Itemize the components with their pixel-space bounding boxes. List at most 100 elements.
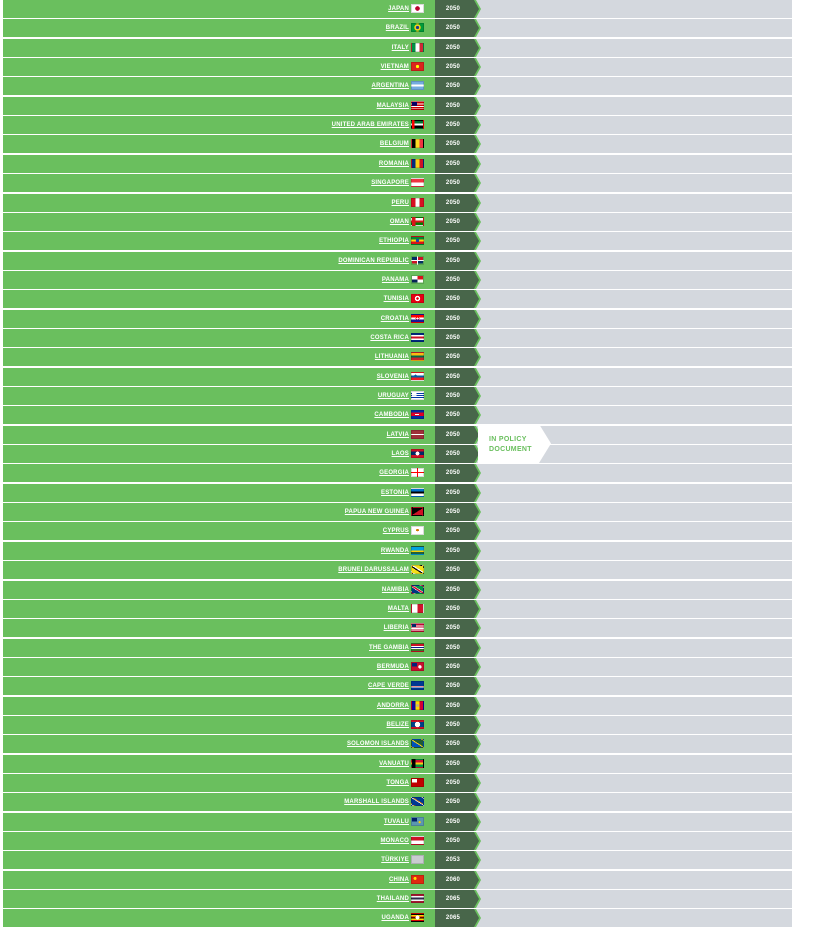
country-name-link[interactable]: SINGAPORE [371, 180, 409, 187]
country-bar: UGANDA [3, 909, 435, 928]
chevron-right-icon [471, 464, 481, 483]
marshall-islands-flag-icon [411, 797, 424, 807]
country-name-link[interactable]: NAMIBIA [381, 586, 409, 593]
country-name-link[interactable]: TUVALU [383, 818, 409, 825]
country-name-link[interactable]: TONGA [386, 780, 409, 786]
country-name-link[interactable]: CAMBODIA [374, 412, 409, 419]
country-bar: TUNISIA [3, 290, 435, 309]
country-bar: JAPAN [3, 0, 435, 18]
singapore-flag-icon [411, 178, 424, 188]
country-name-link[interactable]: PAPUA NEW GUINEA [344, 509, 409, 516]
country-name-link[interactable]: ARGENTINA [371, 83, 409, 90]
country-name-link[interactable]: THAILAND [376, 896, 409, 903]
country-name-link[interactable]: THE GAMBIA [369, 644, 409, 651]
country-row: DOMINICAN REPUBLIC 2050 [3, 251, 792, 270]
chevron-right-icon [471, 270, 481, 289]
andorra-flag-icon [411, 700, 424, 710]
country-name-link[interactable]: UNITED ARAB EMIRATES [331, 122, 409, 129]
country-bar: SINGAPORE [3, 174, 435, 193]
uganda-flag-icon [411, 913, 424, 923]
country-name-link[interactable]: ETHIOPIA [379, 238, 409, 245]
country-row: RWANDA 2050 [3, 541, 792, 560]
target-year: 2050 [435, 541, 471, 560]
country-name-link[interactable]: MALAYSIA [376, 102, 409, 109]
country-name-link[interactable]: CAPE VERDE [367, 683, 409, 690]
cape-verde-flag-icon [411, 681, 424, 691]
chevron-right-icon [471, 793, 481, 812]
country-bar: MALTA [3, 599, 435, 618]
country-name-link[interactable]: MALTA [387, 605, 409, 612]
country-name-link[interactable]: CYPRUS [382, 528, 409, 535]
country-name-link[interactable]: PERU [391, 199, 409, 206]
target-year: 2050 [435, 387, 471, 405]
country-name-link[interactable]: ANDORRA [376, 702, 409, 709]
country-row: OMAN 2050 [3, 212, 792, 231]
policy-tag-line-1: IN POLICY [489, 436, 527, 443]
country-bar: SLOVENIA [3, 367, 435, 386]
vanuatu-flag-icon [411, 758, 424, 768]
country-name-link[interactable]: CROATIA [380, 315, 409, 322]
country-name-link[interactable]: DOMINICAN REPUBLIC [338, 257, 409, 264]
country-row: GEORGIA 2050 [3, 464, 792, 483]
country-bar: CAMBODIA [3, 406, 435, 425]
tag-arrow-shape [478, 424, 551, 463]
country-name-link[interactable]: VIETNAM [380, 64, 409, 71]
country-row: ESTONIA 2050 [3, 483, 792, 502]
chevron-right-icon [471, 696, 481, 715]
country-row: TÜRKIYE 2053 [3, 851, 792, 870]
country-row: ARGENTINA 2050 [3, 77, 792, 96]
country-name-link[interactable]: COSTA RICA [370, 334, 409, 341]
country-name-link[interactable]: MONACO [380, 838, 409, 845]
country-name-link[interactable]: BRUNEI DARUSSALAM [338, 567, 409, 574]
country-bar: PERU [3, 193, 435, 212]
country-name-link[interactable]: ROMANIA [378, 160, 409, 167]
country-name-link[interactable]: URUGUAY [377, 393, 409, 399]
country-name-link[interactable]: MARSHALL ISLANDS [344, 799, 409, 806]
country-name-link[interactable]: ITALY [391, 44, 409, 51]
country-name-link[interactable]: LITHUANIA [374, 354, 409, 361]
country-row: LAOS 2050 [3, 445, 792, 464]
target-year: 2050 [435, 367, 471, 386]
country-name-link[interactable]: LAOS [391, 451, 409, 458]
country-name-link[interactable]: BELIZE [386, 721, 409, 728]
country-row: MARSHALL ISLANDS 2050 [3, 793, 792, 812]
country-row: MALTA 2050 [3, 599, 792, 618]
country-row: BRAZIL 2050 [3, 19, 792, 38]
country-name-link[interactable]: CHINA [389, 876, 409, 883]
country-name-link[interactable]: SLOVENIA [376, 373, 409, 380]
country-row: CHINA 2060 [3, 870, 792, 889]
country-name-link[interactable]: TUNISIA [383, 296, 409, 303]
target-year: 2050 [435, 116, 471, 135]
country-name-link[interactable]: LATVIA [386, 431, 409, 438]
chevron-right-icon [471, 387, 481, 405]
country-bar: RWANDA [3, 541, 435, 560]
italy-flag-icon [411, 42, 424, 52]
country-name-link[interactable]: VANUATU [379, 760, 409, 767]
chevron-right-icon [471, 232, 481, 251]
country-name-link[interactable]: UGANDA [381, 915, 409, 922]
brunei-flag-icon [411, 565, 424, 575]
tunisia-flag-icon [411, 294, 424, 304]
chevron-right-icon [471, 193, 481, 212]
country-name-link[interactable]: SOLOMON ISLANDS [346, 741, 409, 748]
country-name-link[interactable]: GEORGIA [379, 470, 409, 477]
country-name-link[interactable]: JAPAN [388, 6, 409, 12]
country-name-link[interactable]: BERMUDA [376, 663, 409, 670]
country-name-link[interactable]: BELGIUM [379, 141, 409, 148]
country-name-link[interactable]: PANAMA [381, 276, 409, 283]
country-name-link[interactable]: OMAN [389, 218, 409, 225]
bermuda-flag-icon [411, 661, 424, 671]
country-row: LITHUANIA 2050 [3, 348, 792, 367]
chevron-right-icon [471, 715, 481, 734]
country-bar: VIETNAM [3, 58, 435, 77]
country-row: CROATIA 2050 [3, 309, 792, 328]
cambodia-flag-icon [411, 410, 424, 420]
country-name-link[interactable]: RWANDA [380, 547, 409, 554]
country-bar: VANUATU [3, 754, 435, 773]
country-name-link[interactable]: BRAZIL [385, 25, 409, 32]
country-name-link[interactable]: ESTONIA [381, 489, 409, 496]
country-name-link[interactable]: LIBERIA [383, 625, 409, 632]
chevron-right-icon [471, 96, 481, 115]
country-name-link[interactable]: TÜRKIYE [381, 857, 409, 864]
chevron-right-icon [471, 832, 481, 851]
